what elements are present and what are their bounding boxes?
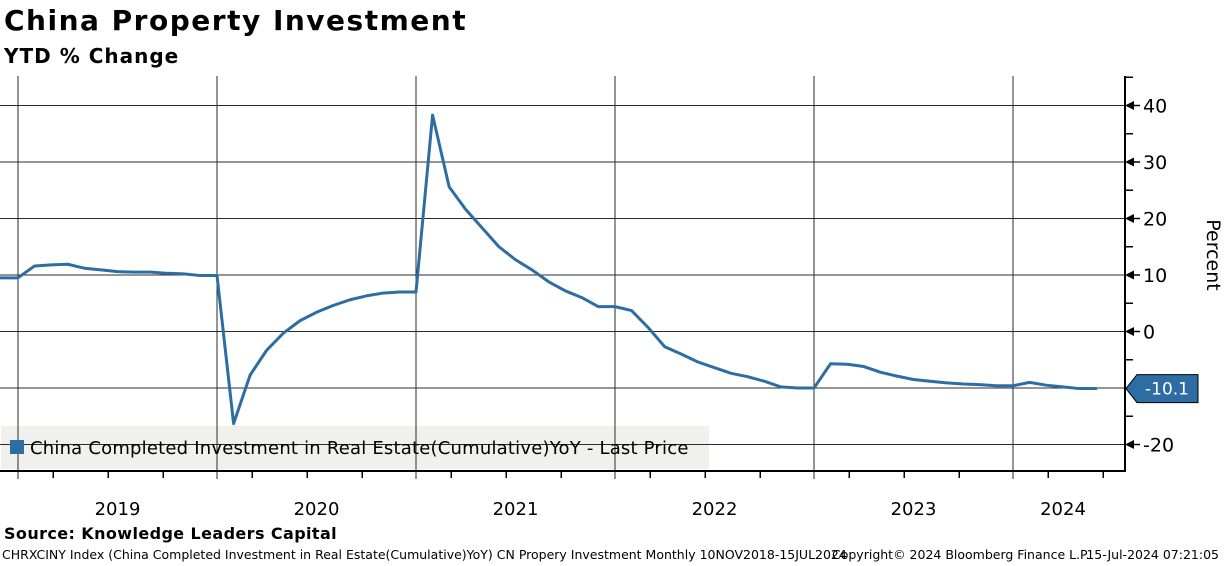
data-series bbox=[0, 113, 1098, 426]
x-tick-label: 2019 bbox=[95, 499, 141, 520]
page-subtitle: YTD % Change bbox=[4, 44, 180, 68]
footer-timestamp: 15-Jul-2024 07:21:05 bbox=[1086, 547, 1219, 562]
axes bbox=[0, 76, 1140, 478]
x-tick-label: 2021 bbox=[493, 499, 539, 520]
x-tick-label: 2022 bbox=[692, 499, 738, 520]
price-tag-shape bbox=[1125, 374, 1199, 404]
y-tick-label: 30 bbox=[1143, 152, 1167, 174]
x-tick-label: 2020 bbox=[294, 499, 340, 520]
footer-ticker-info: CHRXCINY Index (China Completed Investme… bbox=[2, 547, 847, 562]
y-major-tick-arrow bbox=[1125, 270, 1134, 280]
legend-label: China Completed Investment in Real Estat… bbox=[30, 438, 689, 459]
y-tick-label: 20 bbox=[1143, 209, 1167, 231]
legend-background bbox=[1, 426, 709, 469]
y-major-tick-arrow bbox=[1125, 214, 1134, 223]
y-major-tick-arrow bbox=[1125, 440, 1134, 449]
series-line bbox=[0, 113, 1098, 426]
last-price-tag: -10.1 bbox=[1125, 374, 1199, 404]
legend: China Completed Investment in Real Estat… bbox=[10, 438, 689, 459]
y-tick-label: 0 bbox=[1143, 322, 1155, 344]
y-tick-label: 40 bbox=[1143, 96, 1167, 118]
y-major-tick-arrow bbox=[1125, 157, 1134, 167]
x-tick-label: 2024 bbox=[1040, 499, 1086, 520]
y-tick-label: -20 bbox=[1143, 435, 1174, 457]
legend-swatch-icon bbox=[10, 440, 24, 454]
y-axis-title: Percent bbox=[1202, 219, 1224, 291]
page-title: China Property Investment bbox=[4, 4, 468, 37]
price-tag-value: -10.1 bbox=[1145, 380, 1189, 400]
source-line: Source: Knowledge Leaders Capital bbox=[4, 524, 338, 543]
y-tick-label: 10 bbox=[1143, 265, 1167, 287]
footer-copyright: Copyright© 2024 Bloomberg Finance L.P. bbox=[832, 547, 1090, 562]
y-major-tick-arrow bbox=[1125, 101, 1134, 110]
y-major-tick-arrow bbox=[1125, 327, 1134, 336]
x-tick-label: 2023 bbox=[891, 499, 937, 520]
gridlines bbox=[0, 76, 1125, 479]
axis-labels: 40 30 20 10 0 -20 2019 2020 2021 2022 2023 2024 bbox=[95, 96, 1174, 521]
